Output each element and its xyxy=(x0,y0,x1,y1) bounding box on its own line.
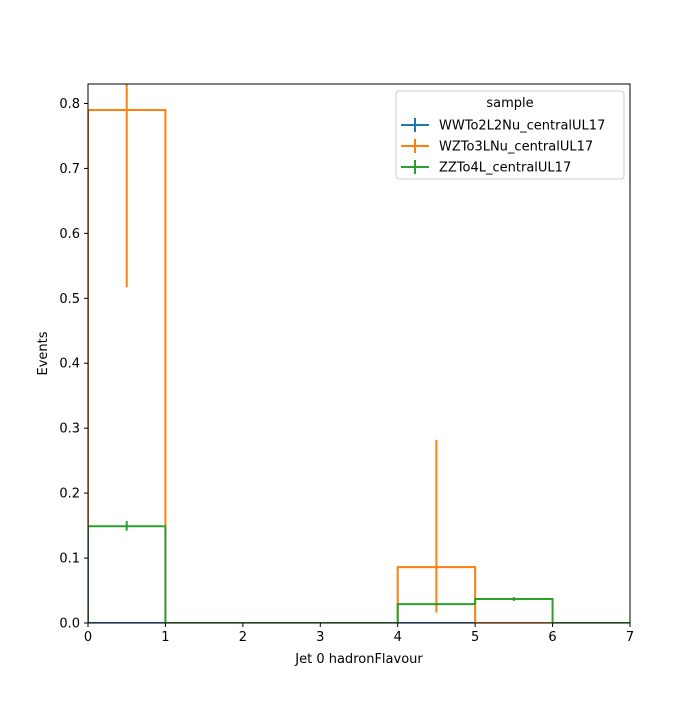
x-tick-label: 6 xyxy=(548,630,556,645)
x-tick-label: 7 xyxy=(626,630,634,645)
y-tick-label: 0.8 xyxy=(59,97,80,112)
legend: sample WWTo2L2Nu_centralUL17 WZTo3LNu_cen… xyxy=(395,90,625,180)
legend-label: WZTo3LNu_centralUL17 xyxy=(439,140,593,155)
legend-item: ZZTo4L_centralUL17 xyxy=(401,160,571,176)
x-tick-label: 3 xyxy=(316,630,324,645)
y-tick-label: 0.1 xyxy=(59,552,80,567)
y-tick-label: 0.6 xyxy=(59,227,80,242)
legend-item: WZTo3LNu_centralUL17 xyxy=(401,139,593,155)
ticks-layer: 0 1 2 3 4 5 6 7 0.0 0.1 0.2 0.3 0.4 0.5 0.6 0.7 0.8 xyxy=(59,97,634,645)
plot-frame xyxy=(87,83,631,624)
series-step-line xyxy=(88,525,630,623)
x-axis-label: Jet 0 hadronFlavour xyxy=(294,652,423,667)
y-tick-label: 0.7 xyxy=(59,162,80,177)
y-tick-label: 0.0 xyxy=(59,617,80,632)
x-tick-label: 5 xyxy=(471,630,479,645)
series-layer xyxy=(88,84,630,623)
series-step-line xyxy=(88,108,630,623)
legend-box xyxy=(395,90,625,180)
legend-label: ZZTo4L_centralUL17 xyxy=(439,161,571,176)
legend-title: sample xyxy=(486,96,533,111)
series-WZTo3LNu_centralUL17 xyxy=(88,84,630,623)
legend-label: WWTo2L2Nu_centralUL17 xyxy=(439,119,605,134)
x-tick-label: 1 xyxy=(161,630,169,645)
x-tick-label: 4 xyxy=(394,630,402,645)
y-tick-label: 0.5 xyxy=(59,292,80,307)
legend-item: WWTo2L2Nu_centralUL17 xyxy=(401,118,605,134)
y-tick-label: 0.3 xyxy=(59,422,80,437)
series-ZZTo4L_centralUL17 xyxy=(88,521,630,623)
y-tick-label: 0.2 xyxy=(59,487,80,502)
y-tick-label: 0.4 xyxy=(59,357,80,372)
x-tick-label: 2 xyxy=(239,630,247,645)
y-axis-label: Events xyxy=(36,331,51,375)
x-tick-label: 0 xyxy=(84,630,92,645)
